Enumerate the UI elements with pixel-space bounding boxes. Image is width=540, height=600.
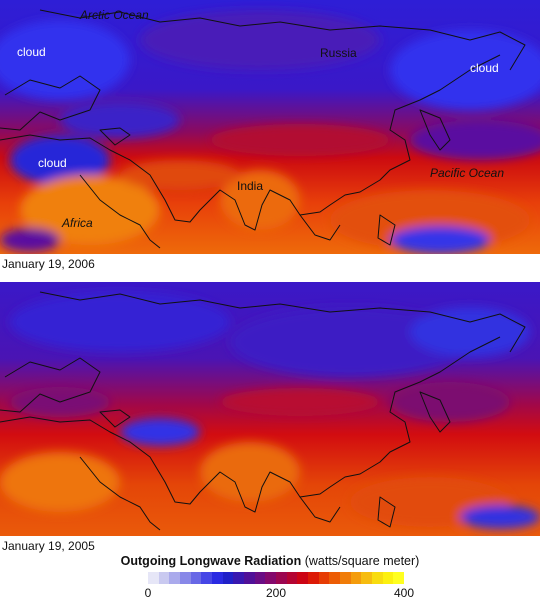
legend-swatch-23 xyxy=(393,572,405,584)
legend-swatch-6 xyxy=(212,572,223,584)
legend-swatch-13 xyxy=(286,572,298,584)
legend-title-text: Outgoing Longwave Radiation xyxy=(120,554,302,568)
olr-map-2005 xyxy=(0,282,540,536)
legend-swatch-20 xyxy=(361,572,373,584)
label-cloud-northeast: cloud xyxy=(470,61,499,75)
legend-color-bar xyxy=(148,572,405,584)
legend-swatch-2 xyxy=(169,572,181,584)
label-india: India xyxy=(237,179,264,193)
legend-unit: (watts/square meter) xyxy=(304,554,420,568)
label-arctic-ocean: Arctic Ocean xyxy=(80,8,149,22)
legend-swatch-15 xyxy=(308,572,319,584)
legend-swatch-22 xyxy=(382,572,394,584)
legend-swatch-10 xyxy=(254,572,266,584)
label-russia: Russia xyxy=(320,46,357,60)
legend-swatch-14 xyxy=(297,572,309,584)
legend-swatch-11 xyxy=(265,572,277,584)
legend-swatch-3 xyxy=(180,572,191,584)
olr-map-2006 xyxy=(0,0,540,254)
legend-swatch-7 xyxy=(222,572,234,584)
legend-swatch-8 xyxy=(233,572,245,584)
legend-tick-400: 400 xyxy=(393,586,415,600)
legend-title: Outgoing Longwave Radiation (watts/squar… xyxy=(0,554,540,569)
legend-tick-200: 200 xyxy=(265,586,287,600)
map-date-2006: January 19, 2006 xyxy=(2,257,95,271)
legend-swatch-5 xyxy=(201,572,213,584)
legend-swatch-19 xyxy=(350,572,362,584)
legend-swatch-16 xyxy=(318,572,330,584)
map-date-2005: January 19, 2005 xyxy=(2,539,95,553)
legend-swatch-4 xyxy=(190,572,202,584)
legend-swatch-1 xyxy=(158,572,170,584)
legend-swatch-9 xyxy=(244,572,255,584)
label-cloud-west: cloud xyxy=(38,156,67,170)
legend-swatch-12 xyxy=(276,572,287,584)
legend-swatch-0 xyxy=(148,572,159,584)
label-pacific-ocean: Pacific Ocean xyxy=(430,166,505,180)
label-africa: Africa xyxy=(62,216,93,230)
label-cloud-northwest: cloud xyxy=(17,45,46,59)
legend-swatch-18 xyxy=(340,572,351,584)
legend-swatch-21 xyxy=(372,572,383,584)
legend-swatch-17 xyxy=(329,572,341,584)
legend-tick-0: 0 xyxy=(144,586,152,600)
